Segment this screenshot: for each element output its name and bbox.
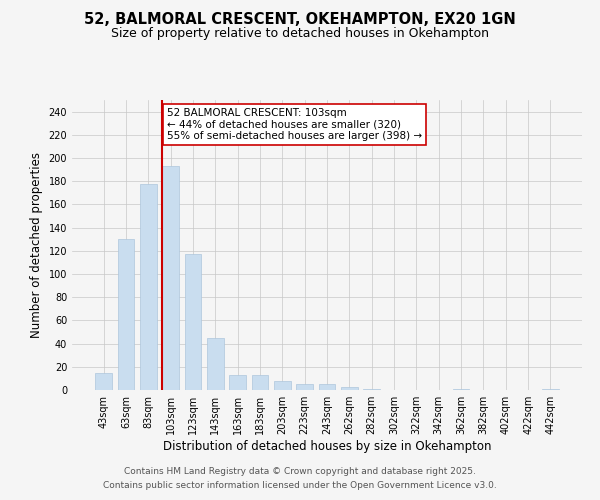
Bar xyxy=(95,372,112,390)
Text: 52, BALMORAL CRESCENT, OKEHAMPTON, EX20 1GN: 52, BALMORAL CRESCENT, OKEHAMPTON, EX20 … xyxy=(84,12,516,28)
Bar xyxy=(341,386,358,390)
Bar xyxy=(319,384,335,390)
Bar xyxy=(542,389,559,390)
Bar xyxy=(229,375,246,390)
Text: Size of property relative to detached houses in Okehampton: Size of property relative to detached ho… xyxy=(111,28,489,40)
Bar xyxy=(296,384,313,390)
Bar xyxy=(251,375,268,390)
Bar xyxy=(364,389,380,390)
Bar xyxy=(452,389,469,390)
Text: Contains public sector information licensed under the Open Government Licence v3: Contains public sector information licen… xyxy=(103,481,497,490)
Text: Contains HM Land Registry data © Crown copyright and database right 2025.: Contains HM Land Registry data © Crown c… xyxy=(124,467,476,476)
Y-axis label: Number of detached properties: Number of detached properties xyxy=(30,152,43,338)
Bar xyxy=(118,239,134,390)
Bar xyxy=(162,166,179,390)
Bar xyxy=(274,380,290,390)
Text: 52 BALMORAL CRESCENT: 103sqm
← 44% of detached houses are smaller (320)
55% of s: 52 BALMORAL CRESCENT: 103sqm ← 44% of de… xyxy=(167,108,422,142)
Bar xyxy=(185,254,202,390)
Bar xyxy=(207,338,224,390)
X-axis label: Distribution of detached houses by size in Okehampton: Distribution of detached houses by size … xyxy=(163,440,491,453)
Bar xyxy=(140,184,157,390)
